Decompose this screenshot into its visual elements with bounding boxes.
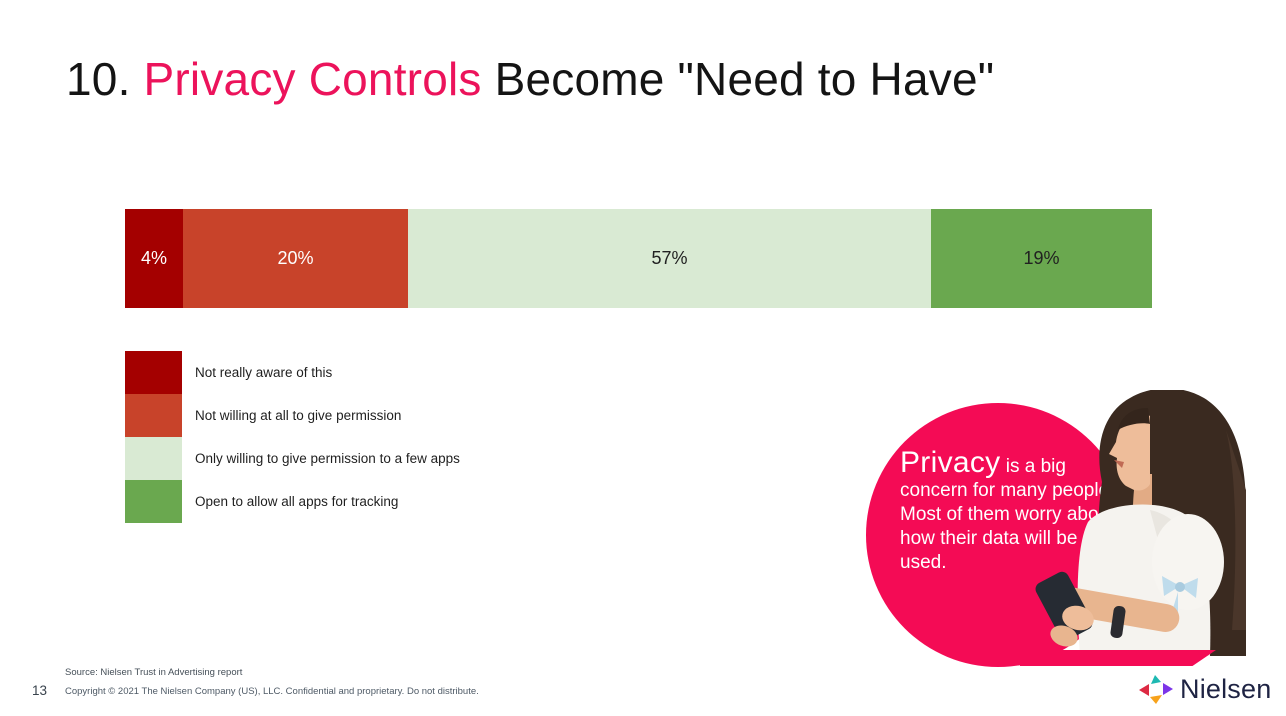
bar-segment-all-apps: 19% xyxy=(931,209,1152,308)
legend-label: Not willing at all to give permission xyxy=(195,408,402,423)
legend-item: Only willing to give permission to a few… xyxy=(125,437,460,480)
legend-item: Not really aware of this xyxy=(125,351,460,394)
chart-legend: Not really aware of this Not willing at … xyxy=(125,351,460,523)
source-note: Source: Nielsen Trust in Advertising rep… xyxy=(65,667,243,678)
bar-segment-value: 20% xyxy=(277,248,314,268)
legend-swatch xyxy=(125,394,182,437)
legend-label: Open to allow all apps for tracking xyxy=(195,494,399,509)
bar-segment-not-aware: 4% xyxy=(125,209,183,308)
bar-segment-value: 4% xyxy=(140,248,167,268)
woman-with-phone-photo xyxy=(1035,390,1246,656)
stacked-bar-chart: 4% 20% 57% 19% xyxy=(125,209,1152,308)
pink-accent-strip xyxy=(1020,650,1216,666)
bar-segment-value: 19% xyxy=(1023,248,1060,268)
nielsen-logo: Nielsen xyxy=(1139,674,1271,705)
nielsen-logo-icon xyxy=(1139,674,1173,704)
bar-segment-value: 57% xyxy=(651,248,688,268)
copyright-note: Copyright © 2021 The Nielsen Company (US… xyxy=(65,686,479,697)
callout-text: Privacy is a big concern for many people… xyxy=(900,448,1118,575)
legend-swatch xyxy=(125,351,182,394)
bar-segment-few-apps: 57% xyxy=(408,209,931,308)
callout-lead-word: Privacy xyxy=(900,446,1001,479)
legend-item: Not willing at all to give permission xyxy=(125,394,460,437)
title-highlight: Privacy Controls xyxy=(143,53,482,105)
legend-swatch xyxy=(125,480,182,523)
page-number: 13 xyxy=(32,683,48,698)
title-prefix: 10. xyxy=(66,53,144,105)
legend-label: Not really aware of this xyxy=(195,365,333,380)
nielsen-logo-text: Nielsen xyxy=(1180,674,1272,704)
legend-swatch xyxy=(125,437,182,480)
legend-label: Only willing to give permission to a few… xyxy=(195,451,460,466)
bar-segment-not-willing: 20% xyxy=(183,209,408,308)
title-suffix: Become "Need to Have" xyxy=(481,53,995,105)
legend-item: Open to allow all apps for tracking xyxy=(125,480,460,523)
callout-body-text: is a big concern for many people. Most o… xyxy=(900,456,1115,573)
slide-title: 10. Privacy Controls Become "Need to Hav… xyxy=(66,52,1256,106)
